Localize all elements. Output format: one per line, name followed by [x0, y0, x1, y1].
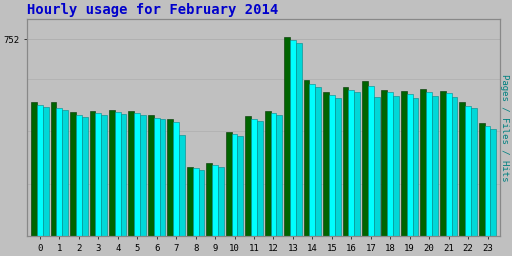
Bar [70, 112, 76, 236]
Bar [265, 111, 270, 236]
Bar [420, 89, 426, 236]
Bar [401, 91, 407, 236]
Bar [381, 90, 387, 236]
Bar [109, 110, 115, 236]
Bar [76, 115, 82, 236]
Bar [479, 123, 485, 236]
Bar [179, 135, 185, 236]
Bar [218, 166, 224, 236]
Bar [62, 110, 68, 236]
Bar [148, 115, 154, 236]
Bar [51, 102, 56, 236]
Bar [309, 83, 315, 236]
Bar [257, 121, 263, 236]
Bar [296, 43, 302, 236]
Bar [90, 111, 95, 236]
Bar [37, 105, 43, 236]
Bar [374, 97, 379, 236]
Bar [140, 115, 146, 236]
Bar [465, 105, 471, 236]
Bar [459, 102, 465, 236]
Bar [407, 94, 413, 236]
Bar [362, 81, 368, 236]
Bar [226, 132, 231, 236]
Bar [270, 113, 276, 236]
Text: Hourly usage for February 2014: Hourly usage for February 2014 [27, 4, 279, 17]
Bar [121, 114, 126, 236]
Bar [276, 115, 282, 236]
Bar [160, 119, 165, 236]
Bar [251, 119, 257, 236]
Bar [43, 107, 49, 236]
Bar [452, 97, 457, 236]
Bar [82, 117, 88, 236]
Bar [245, 116, 251, 236]
Bar [129, 111, 134, 236]
Bar [187, 166, 193, 236]
Bar [56, 108, 62, 236]
Bar [134, 113, 140, 236]
Bar [167, 119, 173, 236]
Bar [290, 40, 296, 236]
Bar [432, 96, 438, 236]
Bar [304, 80, 309, 236]
Bar [329, 95, 335, 236]
Bar [31, 102, 37, 236]
Bar [323, 92, 329, 236]
Bar [354, 92, 360, 236]
Bar [387, 92, 393, 236]
Bar [199, 170, 204, 236]
Bar [368, 86, 374, 236]
Bar [446, 93, 452, 236]
Bar [154, 118, 160, 236]
Bar [115, 112, 121, 236]
Bar [426, 92, 432, 236]
Bar [343, 87, 348, 236]
Bar [413, 98, 418, 236]
Y-axis label: Pages / Files / Hits: Pages / Files / Hits [500, 73, 508, 181]
Bar [238, 136, 243, 236]
Bar [485, 126, 490, 236]
Bar [101, 115, 107, 236]
Bar [231, 134, 238, 236]
Bar [348, 90, 354, 236]
Bar [315, 87, 321, 236]
Bar [173, 122, 179, 236]
Bar [206, 163, 212, 236]
Bar [212, 165, 218, 236]
Bar [193, 168, 199, 236]
Bar [393, 96, 399, 236]
Bar [95, 113, 101, 236]
Bar [440, 91, 446, 236]
Bar [284, 37, 290, 236]
Bar [471, 108, 477, 236]
Bar [335, 98, 340, 236]
Bar [490, 129, 496, 236]
